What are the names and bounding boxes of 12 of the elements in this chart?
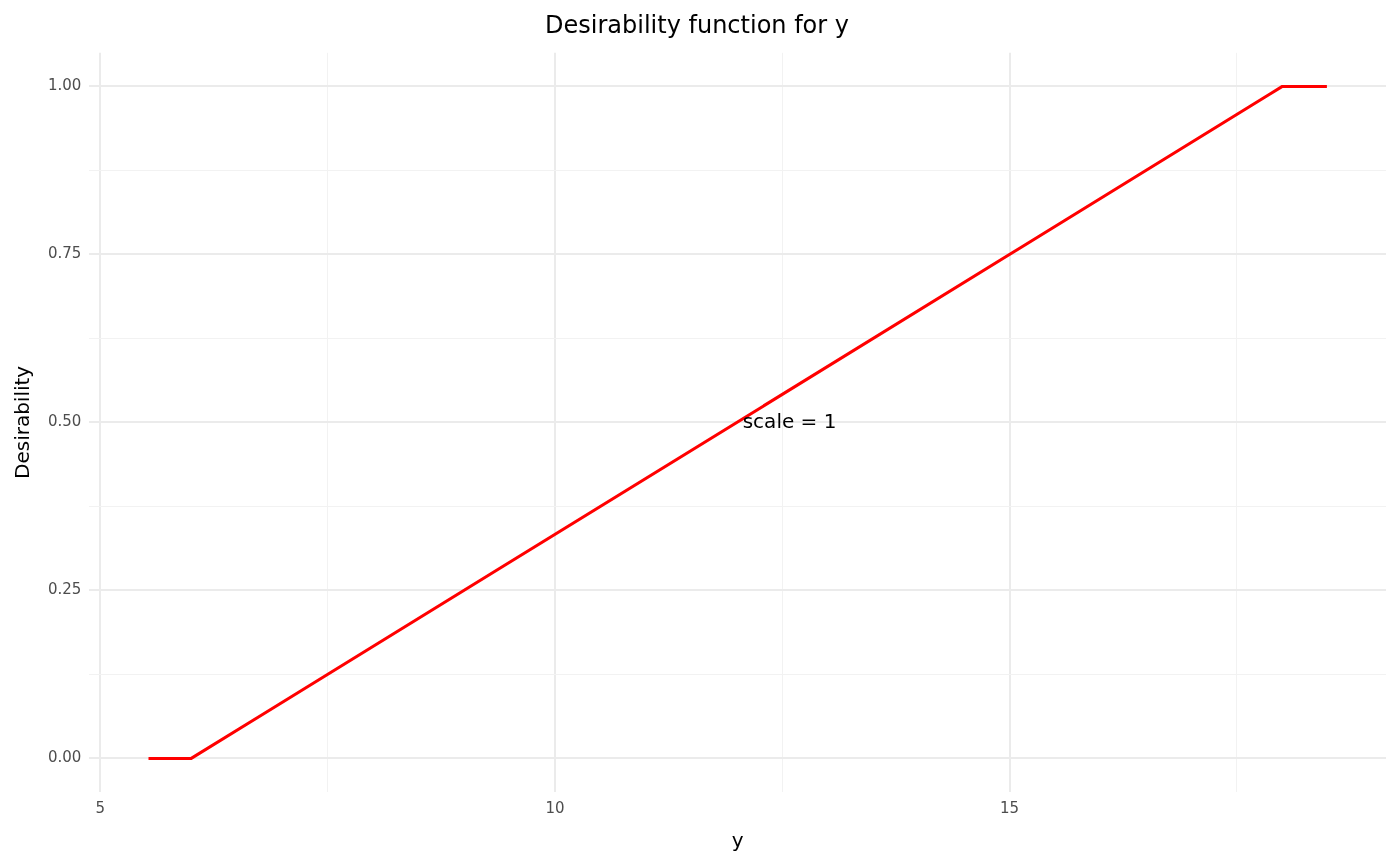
x-tick-label: 5	[95, 798, 106, 817]
y-tick-label: 0.00	[47, 748, 82, 767]
y-tick-label: 0.75	[47, 244, 82, 263]
y-axis-title: Desirability	[10, 365, 35, 479]
x-tick-label: 15	[1000, 798, 1020, 817]
y-tick-label: 0.50	[47, 412, 82, 431]
y-tick-label: 1.00	[47, 76, 82, 95]
x-axis-title: y	[731, 828, 744, 853]
y-tick-label: 0.25	[47, 580, 82, 599]
annotation: scale = 1	[742, 408, 837, 433]
x-tick-label: 10	[545, 798, 565, 817]
chart-title: Desirability function for y	[545, 10, 849, 39]
